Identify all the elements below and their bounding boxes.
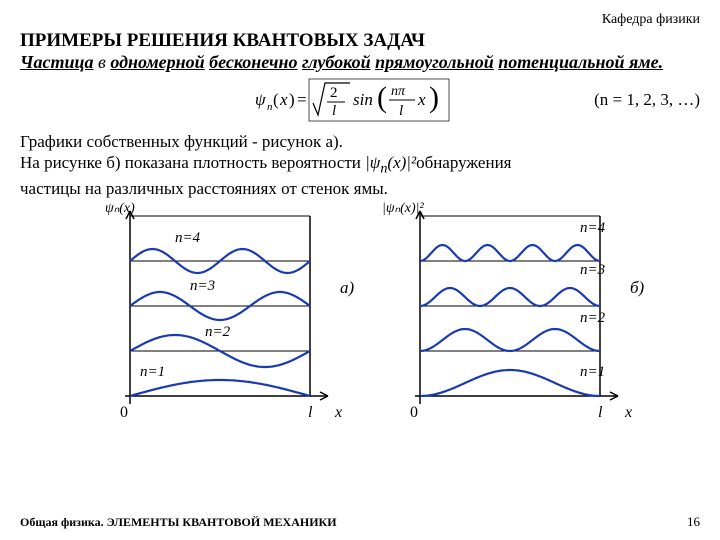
sub-w2: одномерной: [110, 52, 204, 72]
label-n1-b: n=1: [580, 364, 605, 381]
svg-text:(: (: [273, 90, 279, 109]
axis-x-a: x: [335, 404, 342, 422]
chart-b: |ψₙ(x)|² n=4 n=3 n=2 n=1 б) 0 l x: [390, 206, 620, 426]
label-n1-a: n=1: [140, 364, 165, 381]
svg-text:ψ: ψ: [255, 90, 266, 109]
axis-l-b: l: [598, 404, 602, 422]
sub-w1: Частица: [20, 52, 93, 72]
label-n2-a: n=2: [205, 324, 230, 341]
label-n2-b: n=2: [580, 310, 605, 327]
axis-l-a: l: [308, 404, 312, 422]
sub-w4: глубокой: [302, 52, 371, 72]
svg-text:l: l: [399, 103, 403, 119]
label-n4-b: n=4: [580, 220, 605, 237]
svg-text:x: x: [279, 90, 288, 109]
y-axis-label-a: ψₙ(x): [105, 200, 135, 217]
svg-text:x: x: [417, 90, 426, 109]
n-values: (n = 1, 2, 3, …): [594, 90, 700, 110]
svg-text:nπ: nπ: [391, 84, 406, 99]
page-title: ПРИМЕРЫ РЕШЕНИЯ КВАНТОВЫХ ЗАДАЧ: [20, 30, 700, 52]
svg-text:sin: sin: [353, 90, 373, 109]
subtitle: Частица в одномерной бесконечно глубокой…: [20, 52, 700, 73]
panel-label-b: б): [630, 278, 644, 298]
text-line-3: частицы на различных расстояниях от стен…: [20, 178, 700, 199]
axis-zero-a: 0: [120, 404, 128, 422]
svg-text:(: (: [377, 81, 387, 114]
prob-density-symbol: |ψn(x)|²: [365, 153, 416, 172]
sub-w5: прямоугольной: [375, 52, 494, 72]
svg-text:): ): [429, 81, 439, 114]
page-number: 16: [687, 514, 700, 530]
text-line-1: Графики собственных функций - рисунок а)…: [20, 131, 700, 152]
label-n3-a: n=3: [190, 278, 215, 295]
svg-text:l: l: [332, 103, 336, 119]
label-n3-b: n=3: [580, 262, 605, 279]
axis-zero-b: 0: [410, 404, 418, 422]
svg-text:=: =: [297, 90, 307, 109]
label-n4-a: n=4: [175, 230, 200, 247]
sub-w3: бесконечно: [209, 52, 297, 72]
text-line-2: На рисунке б) показана плотность вероятн…: [20, 152, 700, 178]
panel-label-a: а): [340, 278, 354, 298]
axis-x-b: x: [625, 404, 632, 422]
svg-text:2: 2: [330, 85, 338, 101]
y-axis-label-b: |ψₙ(x)|²: [382, 200, 424, 217]
chart-a: ψₙ(x) n=4 n=3 n=2 n=1 а) 0 l x: [100, 206, 330, 426]
svg-text:): ): [289, 90, 295, 109]
footer-text: Общая физика. ЭЛЕМЕНТЫ КВАНТОВОЙ МЕХАНИК…: [20, 515, 337, 530]
wavefunction-formula: ψ n ( x ) = 2 l sin ( nπ l x ): [255, 75, 465, 125]
chart-a-svg: [100, 206, 330, 421]
department-label: Кафедра физики: [20, 12, 700, 28]
body-text: Графики собственных функций - рисунок а)…: [20, 131, 700, 200]
formula-row: ψ n ( x ) = 2 l sin ( nπ l x ) (n = 1, 2…: [20, 75, 700, 125]
sub-w6: потенциальной яме.: [498, 52, 663, 72]
charts-container: ψₙ(x) n=4 n=3 n=2 n=1 а) 0 l x |ψₙ(x)|² …: [20, 206, 700, 426]
